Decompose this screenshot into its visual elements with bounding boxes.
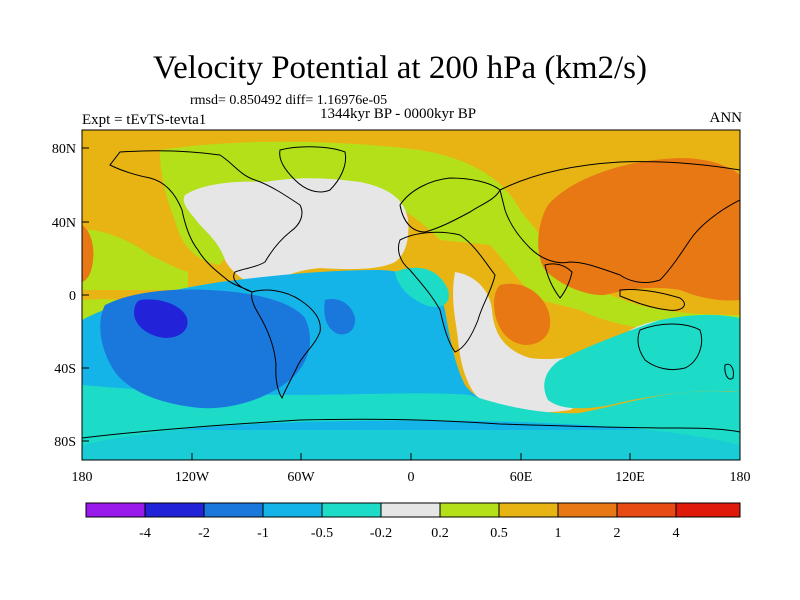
coastline-europe <box>399 177 501 233</box>
lat-tick-label: 0 <box>69 289 76 304</box>
lon-tick-label: 180 <box>72 470 93 485</box>
colorbar-label: 4 <box>673 526 680 541</box>
colorbar-swatch <box>558 503 617 517</box>
colorbar-swatch <box>322 503 381 517</box>
coastline-south-america <box>251 289 321 400</box>
lon-tick-label: 60E <box>510 470 533 485</box>
experiment-label: Expt = tEvTS-tevta1 <box>82 112 207 128</box>
coastline-greenland <box>279 146 347 193</box>
colorbar-swatch <box>617 503 676 517</box>
colorbar-frame <box>85 502 741 518</box>
colorbar-label: -0.5 <box>311 526 333 541</box>
tick-marks <box>81 147 741 460</box>
lat-tick-label: 80N <box>52 142 76 157</box>
contour-pos02-region <box>82 229 188 290</box>
contour-field <box>82 130 740 460</box>
lat-tick-labels: 80N 40N 0 40S 80S <box>52 142 76 450</box>
lon-tick-label: 0 <box>408 470 415 485</box>
colorbar-label: 0.2 <box>431 526 449 541</box>
contour-pos1-region <box>494 283 551 345</box>
contour-neg2-region <box>324 299 356 335</box>
coastlines <box>82 146 740 439</box>
lat-tick-label: 40S <box>54 362 76 377</box>
coastline-africa <box>397 231 496 353</box>
colorbar-swatch <box>499 503 558 517</box>
colorbar-swatch <box>145 503 204 517</box>
colorbar-label: 2 <box>614 526 621 541</box>
lon-tick-label: 120W <box>175 470 210 485</box>
colorbar-swatch <box>263 503 322 517</box>
colorbar-labels: -4 -2 -1 -0.5 -0.2 0.2 0.5 1 2 4 <box>139 526 679 541</box>
colorbar-label: 0.5 <box>490 526 508 541</box>
colorbar-label: -1 <box>257 526 269 541</box>
lon-tick-label: 180 <box>730 470 751 485</box>
coastline-antarctica <box>82 418 740 439</box>
colorbar-label: 1 <box>555 526 562 541</box>
plot-title: Velocity Potential at 200 hPa (km2/s) <box>152 50 648 86</box>
colorbar-swatch <box>440 503 499 517</box>
colorbar-label: -4 <box>139 526 151 541</box>
season-label: ANN <box>709 110 743 126</box>
period-label: 1344kyr BP - 0000kyr BP <box>320 106 477 122</box>
contour-neg05-region <box>544 314 740 409</box>
colorbar-label: -0.2 <box>370 526 392 541</box>
contour-neg05-region <box>395 267 449 307</box>
contour-zero-region <box>453 272 740 413</box>
colorbar-swatch <box>86 503 145 517</box>
colorbar-swatch <box>204 503 263 517</box>
lat-tick-label: 80S <box>54 435 76 450</box>
contour-neg4-region <box>134 299 188 338</box>
coastline-australia <box>637 323 703 371</box>
coastline-north-america <box>109 150 303 293</box>
colorbar: -4 -2 -1 -0.5 -0.2 0.2 0.5 1 2 4 <box>85 502 741 541</box>
colorbar-swatch <box>381 503 440 517</box>
rmsd-diff-stats: rmsd= 0.850492 diff= 1.16976e-05 <box>190 93 388 108</box>
coastline-asia <box>499 161 740 283</box>
coastline-new-zealand <box>724 363 734 380</box>
lon-tick-labels: 180 120W 60W 0 60E 120E 180 <box>72 470 751 485</box>
colorbar-label: -2 <box>198 526 210 541</box>
lon-tick-label: 60W <box>287 470 315 485</box>
contour-pos1-region <box>82 225 94 282</box>
lon-tick-label: 120E <box>615 470 645 485</box>
coastline-india <box>544 263 573 299</box>
coastline-maritime-asia <box>619 289 685 311</box>
contour-neg05-region <box>82 430 740 460</box>
colorbar-swatch <box>676 503 740 517</box>
contour-zero-region <box>183 178 409 283</box>
lat-tick-label: 40N <box>52 216 76 231</box>
